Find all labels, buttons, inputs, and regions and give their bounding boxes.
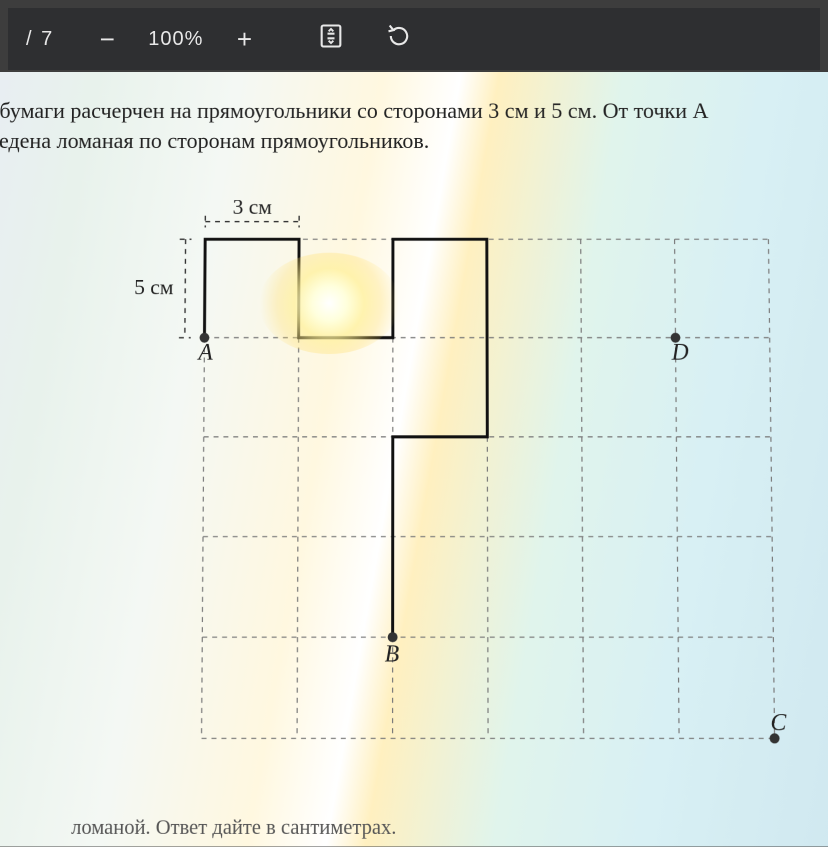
svg-text:D: D [671, 339, 689, 365]
page-indicator: / 7 [26, 28, 54, 51]
zoom-controls: − 100% + [94, 28, 257, 51]
svg-text:A: A [196, 339, 213, 365]
grid-diagram: 3 см 5 см A B C D [72, 192, 789, 767]
pdf-toolbar: / 7 − 100% + [8, 8, 820, 70]
svg-text:B: B [385, 641, 400, 668]
document-page: бумаги расчерчен на прямоугольники со ст… [0, 72, 828, 847]
problem-line-1: бумаги расчерчен на прямоугольники со ст… [0, 98, 709, 123]
zoom-level: 100% [148, 28, 203, 51]
problem-line-2: едена ломаная по сторонам прямоугольнико… [0, 128, 429, 153]
fit-page-icon[interactable] [317, 22, 345, 56]
svg-text:5 см: 5 см [134, 275, 174, 299]
toolbar-icons [317, 22, 413, 56]
zoom-in-button[interactable]: + [231, 29, 257, 49]
problem-text: бумаги расчерчен на прямоугольники со ст… [0, 96, 819, 155]
svg-text:C: C [770, 709, 787, 736]
svg-text:3 см: 3 см [233, 195, 273, 219]
rotate-icon[interactable] [385, 22, 413, 56]
zoom-out-button[interactable]: − [94, 29, 120, 49]
answer-hint: ломаной. Ответ дайте в сантиметрах. [71, 816, 396, 840]
